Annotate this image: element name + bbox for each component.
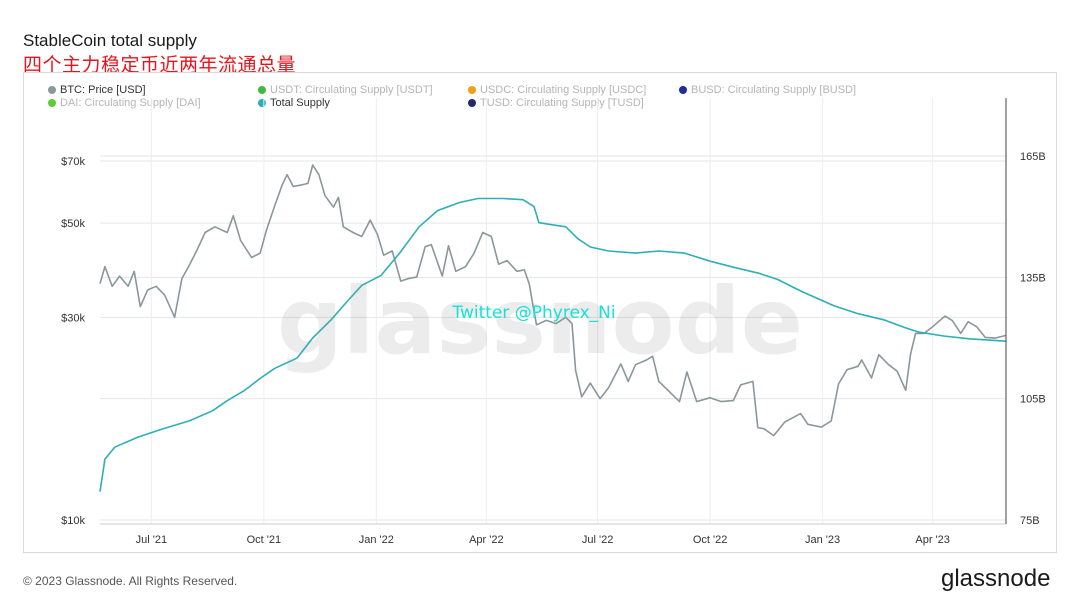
y-right-tick-label: 75B: [1020, 515, 1040, 527]
legend-label: BTC: Price [USD]: [60, 84, 146, 96]
y-left-tick-label: $70k: [61, 156, 85, 168]
x-tick-label: Apr '22: [469, 534, 504, 546]
series-line-btc-price: [99, 164, 1007, 437]
legend-item-usdt[interactable]: USDT: Circulating Supply [USDT]: [258, 84, 433, 96]
y-right-tick-label: 105B: [1020, 394, 1046, 406]
legend-label: USDC: Circulating Supply [USDC]: [480, 84, 647, 96]
y-right-tick-label: 135B: [1020, 272, 1046, 284]
x-tick-label: Jul '21: [136, 534, 167, 546]
legend-dot-icon: [48, 86, 56, 94]
chart-frame: [23, 72, 1057, 553]
legend-item-tusd[interactable]: TUSD: Circulating Supply [TUSD]: [468, 97, 644, 109]
series-line-total-supply: [99, 197, 1007, 492]
legend-dot-icon: [468, 86, 476, 94]
legend-item-busd[interactable]: BUSD: Circulating Supply [BUSD]: [679, 84, 856, 96]
x-tick-label: Apr '23: [915, 534, 950, 546]
legend-item-btc-price[interactable]: BTC: Price [USD]: [48, 84, 146, 96]
x-tick-label: Jan '22: [359, 534, 394, 546]
legend-label: DAI: Circulating Supply [DAI]: [60, 97, 201, 109]
legend-dot-icon: [258, 86, 266, 94]
legend-item-total-supply[interactable]: Total Supply: [258, 97, 330, 109]
legend-dot-icon: [679, 86, 687, 94]
legend-label: Total Supply: [270, 97, 330, 109]
x-tick-label: Jan '23: [805, 534, 840, 546]
legend-item-usdc[interactable]: USDC: Circulating Supply [USDC]: [468, 84, 646, 96]
legend-item-dai[interactable]: DAI: Circulating Supply [DAI]: [48, 97, 201, 109]
x-tick-label: Oct '21: [247, 534, 282, 546]
x-tick-label: Oct '22: [693, 534, 728, 546]
chart-legend: BTC: Price [USD] USDT: Circulating Suppl…: [48, 84, 948, 114]
legend-dot-icon: [468, 99, 476, 107]
legend-dot-icon: [48, 99, 56, 107]
y-left-tick-label: $50k: [61, 218, 85, 230]
chart-subtitle: 四个主力稳定币近两年流通总量: [23, 55, 297, 76]
legend-label: USDT: Circulating Supply [USDT]: [270, 84, 433, 96]
copyright-footer: © 2023 Glassnode. All Rights Reserved.: [23, 574, 238, 588]
y-right-tick-label: 165B: [1020, 151, 1046, 163]
legend-label: TUSD: Circulating Supply [TUSD]: [480, 97, 644, 109]
watermark-text: glassnode: [277, 268, 803, 375]
glassnode-logo: glassnode: [941, 565, 1051, 592]
x-tick-label: Jul '22: [582, 534, 613, 546]
y-left-tick-label: $30k: [61, 312, 85, 324]
legend-dot-icon: [258, 99, 266, 107]
legend-label: BUSD: Circulating Supply [BUSD]: [691, 84, 857, 96]
y-left-tick-label: $10k: [61, 515, 85, 527]
overlay-watermark-text: Twitter @Phyrex_Ni: [451, 303, 615, 323]
chart-title: StableCoin total supply: [23, 31, 197, 50]
